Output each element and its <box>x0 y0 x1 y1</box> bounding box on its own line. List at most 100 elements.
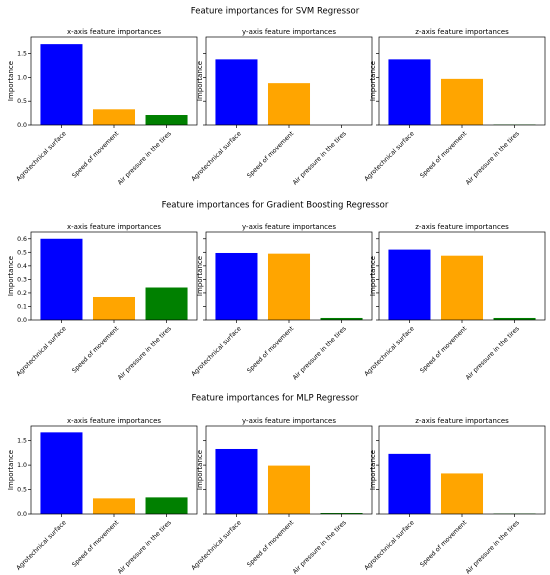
panel-2-1: x-axis feature importances Importance 0.0 0… <box>7 223 198 381</box>
x-tick-label: Air pressure in the tires <box>117 130 173 186</box>
chart-row-2: Feature importances for Gradient Boostin… <box>7 201 546 381</box>
panel-title: x-axis feature importances <box>67 417 161 425</box>
x-tick-label: Agrotechnical surface <box>15 519 68 572</box>
y-axis-label: Importance <box>7 450 15 490</box>
bar-2 <box>440 473 484 514</box>
x-tick-label: Air pressure in the tires <box>465 130 521 186</box>
x-tick-label: Agrotechnical surface <box>190 130 243 183</box>
y-tick-label: 0.0 <box>17 317 27 324</box>
row-title: Feature importances for SVM Regressor <box>191 7 360 17</box>
y-axis-label: Importance <box>369 61 377 101</box>
x-tick-label: Air pressure in the tires <box>117 519 173 575</box>
x-tick-label: Air pressure in the tires <box>465 519 521 575</box>
bar-3 <box>320 513 363 514</box>
x-tick-label: Speed of movement <box>419 325 469 375</box>
y-tick-label: 0.4 <box>17 263 27 270</box>
x-tick-label: Speed of movement <box>71 519 121 569</box>
y-tick-label: 0.5 <box>17 249 27 256</box>
row-title: Feature importances for MLP Regressor <box>191 394 359 404</box>
bar-3 <box>493 317 536 320</box>
y-axis-label: Importance <box>7 61 15 101</box>
x-tick-label: Air pressure in the tires <box>465 325 521 381</box>
y-tick-label: 1.5 <box>17 438 27 445</box>
bar-1 <box>40 432 83 514</box>
x-tick-label: Agrotechnical surface <box>363 130 416 183</box>
x-tick-label: Air pressure in the tires <box>292 325 348 381</box>
y-tick-label: 0.0 <box>17 122 27 129</box>
axes-frame <box>30 36 198 126</box>
x-tick-label: Agrotechnical surface <box>15 130 68 183</box>
panel-1-1: x-axis feature importances Importance 0.0 0… <box>7 28 198 186</box>
y-tick-label: 0.5 <box>17 487 27 494</box>
axes-frame <box>378 36 546 126</box>
y-tick-label: 1.0 <box>17 462 27 469</box>
x-tick-label: Air pressure in the tires <box>292 519 348 575</box>
y-tick-label: 0.5 <box>17 98 27 105</box>
x-tick-label: Agrotechnical surface <box>363 325 416 378</box>
y-tick-label: 1.0 <box>17 74 27 81</box>
x-tick-label: Agrotechnical surface <box>15 325 68 378</box>
axes-frame <box>205 36 373 126</box>
bar-1 <box>388 59 431 125</box>
panel-3-2: y-axis feature importances Importance Agro… <box>190 417 373 575</box>
x-tick-label: Air pressure in the tires <box>292 130 348 186</box>
panel-title: x-axis feature importances <box>67 28 161 36</box>
bar-3 <box>145 497 188 514</box>
y-axis-label: Importance <box>369 450 377 490</box>
panel-3-1: x-axis feature importances Importance 0.0 0… <box>7 417 198 575</box>
panel-title: y-axis feature importances <box>242 417 336 425</box>
bar-2 <box>440 78 484 125</box>
panel-2-2: y-axis feature importances Importance Agro… <box>190 223 373 381</box>
y-tick-label: 1.5 <box>17 51 27 58</box>
y-axis-label: Importance <box>196 450 204 490</box>
y-axis-label: Importance <box>196 256 204 296</box>
bar-2 <box>440 255 484 320</box>
bar-2 <box>267 253 311 320</box>
y-tick-label: 0.1 <box>17 303 27 310</box>
x-tick-label: Air pressure in the tires <box>117 325 173 381</box>
panel-1-2: y-axis feature importances Importance Agro… <box>190 28 373 186</box>
bar-1 <box>388 453 431 514</box>
panel-title: y-axis feature importances <box>242 223 336 231</box>
bar-1 <box>215 252 258 320</box>
y-tick-label: 0.2 <box>17 290 27 297</box>
bar-2 <box>92 498 136 514</box>
bar-1 <box>40 238 83 320</box>
x-tick-label: Speed of movement <box>246 130 296 180</box>
x-tick-label: Agrotechnical surface <box>363 519 416 572</box>
bar-1 <box>215 59 258 125</box>
y-axis-label: Importance <box>7 256 15 296</box>
bar-3 <box>145 115 188 125</box>
panel-title: z-axis feature importances <box>415 28 509 36</box>
bar-1 <box>215 448 258 514</box>
y-tick-label: 0.6 <box>17 236 27 243</box>
panel-title: z-axis feature importances <box>415 417 509 425</box>
row-title: Feature importances for Gradient Boostin… <box>162 201 389 211</box>
panel-1-3: z-axis feature importances Importance Agro… <box>363 28 546 186</box>
x-tick-label: Agrotechnical surface <box>190 325 243 378</box>
x-tick-label: Agrotechnical surface <box>190 519 243 572</box>
x-tick-label: Speed of movement <box>71 325 121 375</box>
panel-title: x-axis feature importances <box>67 223 161 231</box>
axes-frame <box>205 425 373 515</box>
bar-1 <box>40 44 83 126</box>
chart-row-1: Feature importances for SVM Regressor x-a… <box>7 7 546 186</box>
axes-frame <box>205 231 373 321</box>
bar-2 <box>267 465 311 514</box>
chart-row-3: Feature importances for MLP Regressor x-a… <box>7 394 546 575</box>
bar-2 <box>267 83 311 125</box>
axes-frame <box>378 425 546 515</box>
bar-2 <box>92 296 136 320</box>
y-axis-label: Importance <box>196 61 204 101</box>
axes-frame <box>30 425 198 515</box>
x-tick-label: Speed of movement <box>246 325 296 375</box>
panel-3-3: z-axis feature importances Importance Agro… <box>363 417 546 575</box>
panel-title: z-axis feature importances <box>415 223 509 231</box>
panel-title: y-axis feature importances <box>242 28 336 36</box>
bar-3 <box>145 287 188 320</box>
panel-2-3: z-axis feature importances Importance Agro… <box>363 223 546 381</box>
y-tick-label: 0.0 <box>17 511 27 518</box>
y-axis-label: Importance <box>369 256 377 296</box>
y-tick-label: 0.3 <box>17 276 27 283</box>
